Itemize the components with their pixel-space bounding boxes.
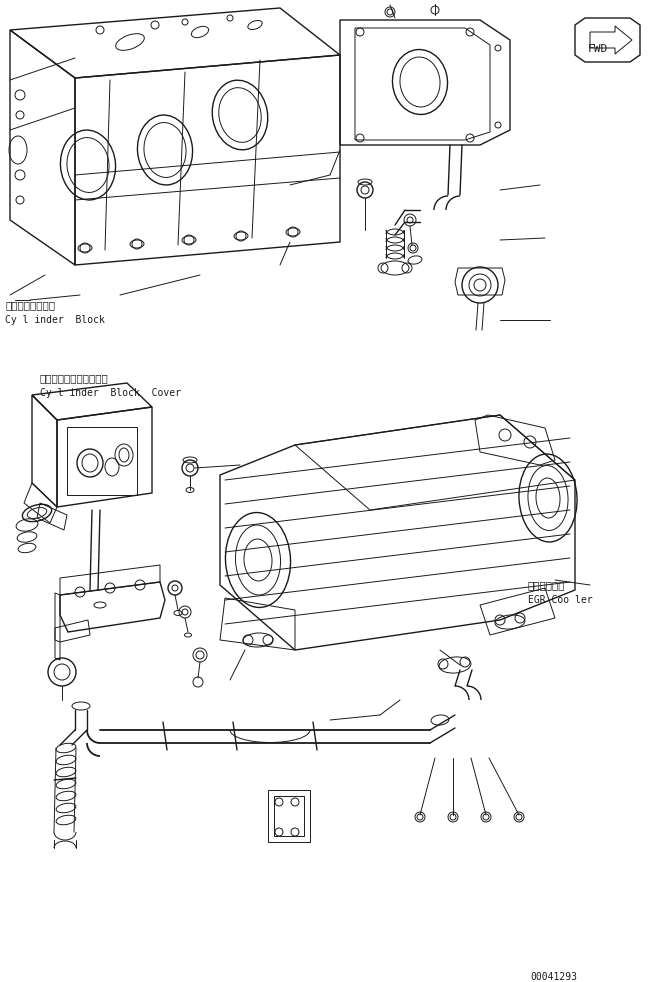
Text: ＥＧＲクーラ: ＥＧＲクーラ <box>528 580 566 590</box>
Text: シリンダブロック: シリンダブロック <box>5 300 55 310</box>
Bar <box>268 790 310 842</box>
Bar <box>67 427 137 495</box>
Text: FWD: FWD <box>588 44 608 54</box>
Text: Cy l inder  Block  Cover: Cy l inder Block Cover <box>40 388 181 398</box>
Text: シリンダブロックカバー: シリンダブロックカバー <box>40 373 109 383</box>
Bar <box>274 796 304 836</box>
Text: Cy l inder  Block: Cy l inder Block <box>5 315 105 325</box>
Text: 00041293: 00041293 <box>530 972 577 982</box>
Text: EGR Coo ler: EGR Coo ler <box>528 595 592 605</box>
